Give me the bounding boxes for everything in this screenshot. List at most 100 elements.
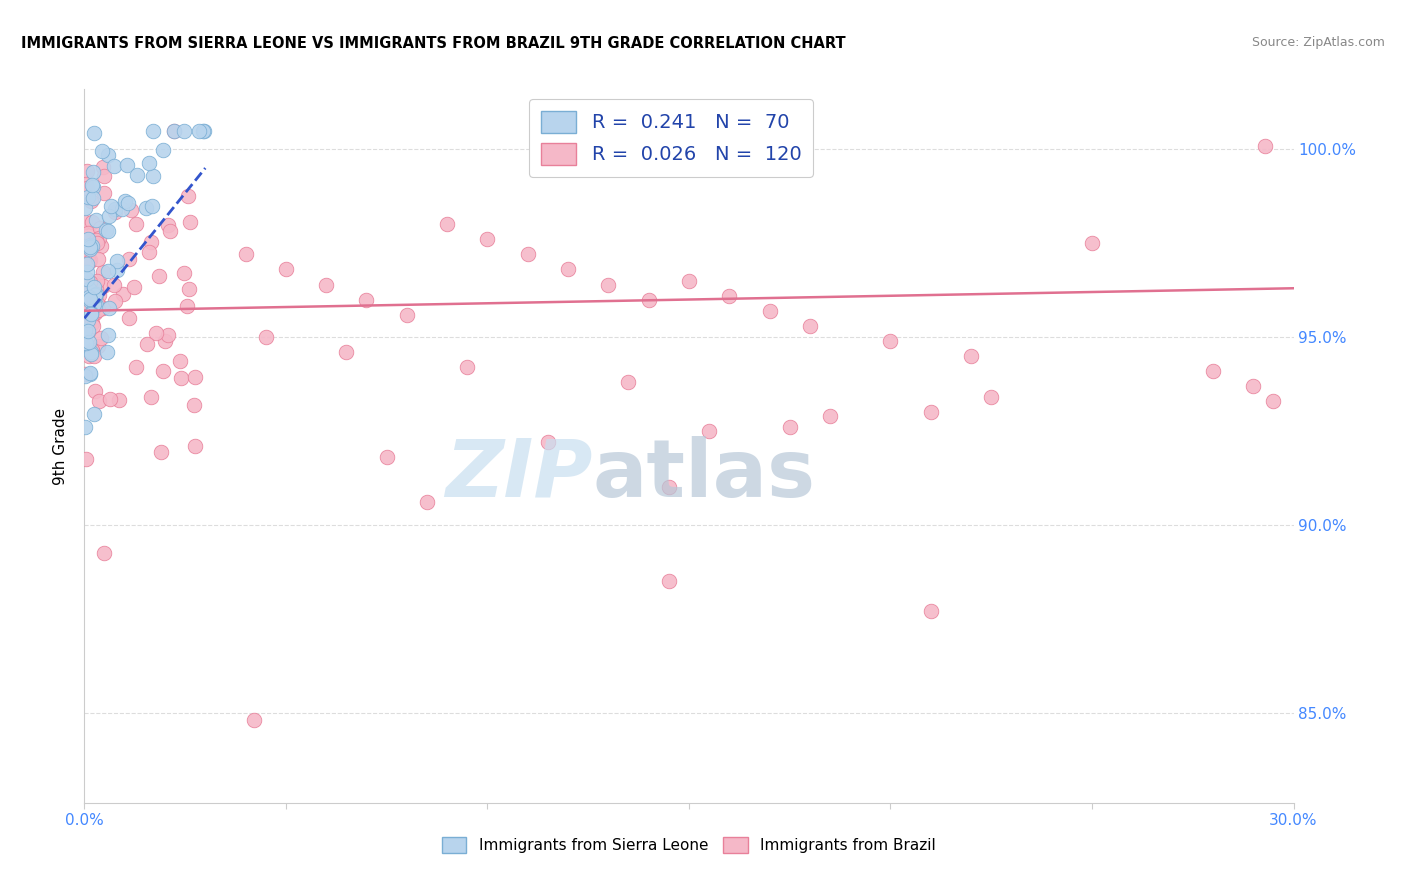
Point: [91, 265, 114, 279]
Point: [173, 266, 195, 280]
Point: [183, 398, 205, 412]
Point: [79, 366, 101, 380]
Point: [82, 277, 104, 292]
Point: [104, 293, 127, 308]
Point: [516, 247, 538, 261]
Point: [98, 301, 121, 315]
Point: [125, 360, 148, 375]
Point: [335, 345, 357, 359]
Point: [80, 239, 103, 253]
Point: [477, 232, 499, 246]
Point: [120, 202, 142, 217]
Point: [73, 419, 96, 434]
Text: ZIP: ZIP: [444, 435, 592, 514]
Point: [77, 290, 100, 304]
Point: [177, 282, 200, 296]
Point: [89, 221, 111, 235]
Point: [75, 201, 97, 215]
Point: [103, 159, 125, 173]
Point: [76, 265, 98, 279]
Point: [84, 384, 107, 399]
Point: [83, 296, 105, 310]
Point: [779, 420, 801, 434]
Point: [1081, 236, 1104, 251]
Point: [159, 224, 181, 238]
Point: [617, 375, 640, 389]
Point: [77, 226, 100, 240]
Point: [879, 334, 901, 348]
Point: [77, 232, 100, 246]
Point: [79, 292, 101, 306]
Point: [170, 371, 193, 385]
Point: [108, 393, 131, 408]
Point: [235, 247, 257, 261]
Point: [86, 282, 108, 296]
Point: [436, 218, 458, 232]
Point: [87, 252, 110, 266]
Point: [184, 369, 207, 384]
Point: [93, 160, 115, 174]
Point: [84, 289, 107, 303]
Point: [375, 450, 398, 465]
Point: [315, 277, 337, 292]
Point: [152, 364, 174, 378]
Point: [79, 286, 101, 301]
Point: [122, 280, 145, 294]
Point: [75, 323, 97, 337]
Point: [76, 324, 98, 338]
Point: [274, 262, 297, 277]
Point: [89, 393, 111, 408]
Point: [416, 495, 439, 509]
Point: [537, 435, 560, 450]
Point: [152, 143, 174, 157]
Point: [97, 223, 120, 237]
Point: [80, 305, 103, 319]
Point: [135, 201, 157, 215]
Point: [76, 250, 98, 264]
Point: [179, 215, 201, 229]
Point: [75, 369, 97, 384]
Point: [83, 126, 105, 140]
Point: [79, 240, 101, 254]
Point: [138, 244, 160, 259]
Point: [76, 312, 98, 326]
Point: [82, 319, 104, 334]
Point: [82, 179, 104, 194]
Point: [193, 123, 215, 137]
Point: [89, 287, 111, 301]
Point: [75, 451, 97, 466]
Point: [86, 236, 108, 251]
Point: [97, 263, 120, 277]
Point: [83, 280, 105, 294]
Point: [77, 282, 100, 296]
Point: [127, 169, 149, 183]
Point: [98, 209, 121, 223]
Point: [80, 316, 103, 330]
Point: [697, 424, 720, 438]
Point: [100, 199, 122, 213]
Point: [84, 212, 107, 227]
Point: [80, 345, 103, 359]
Point: [86, 274, 108, 288]
Point: [1263, 393, 1285, 408]
Legend: Immigrants from Sierra Leone, Immigrants from Brazil: Immigrants from Sierra Leone, Immigrants…: [436, 831, 942, 859]
Point: [153, 334, 176, 349]
Point: [82, 191, 104, 205]
Point: [115, 158, 138, 172]
Point: [79, 242, 101, 256]
Point: [118, 252, 141, 267]
Point: [114, 194, 136, 208]
Point: [80, 194, 103, 209]
Point: [104, 202, 127, 217]
Point: [960, 349, 983, 363]
Point: [79, 280, 101, 294]
Text: atlas: atlas: [592, 435, 815, 514]
Point: [105, 263, 128, 277]
Point: [191, 123, 214, 137]
Point: [156, 219, 179, 233]
Point: [920, 604, 942, 618]
Point: [598, 277, 620, 292]
Point: [76, 271, 98, 285]
Point: [84, 286, 107, 301]
Point: [105, 254, 128, 268]
